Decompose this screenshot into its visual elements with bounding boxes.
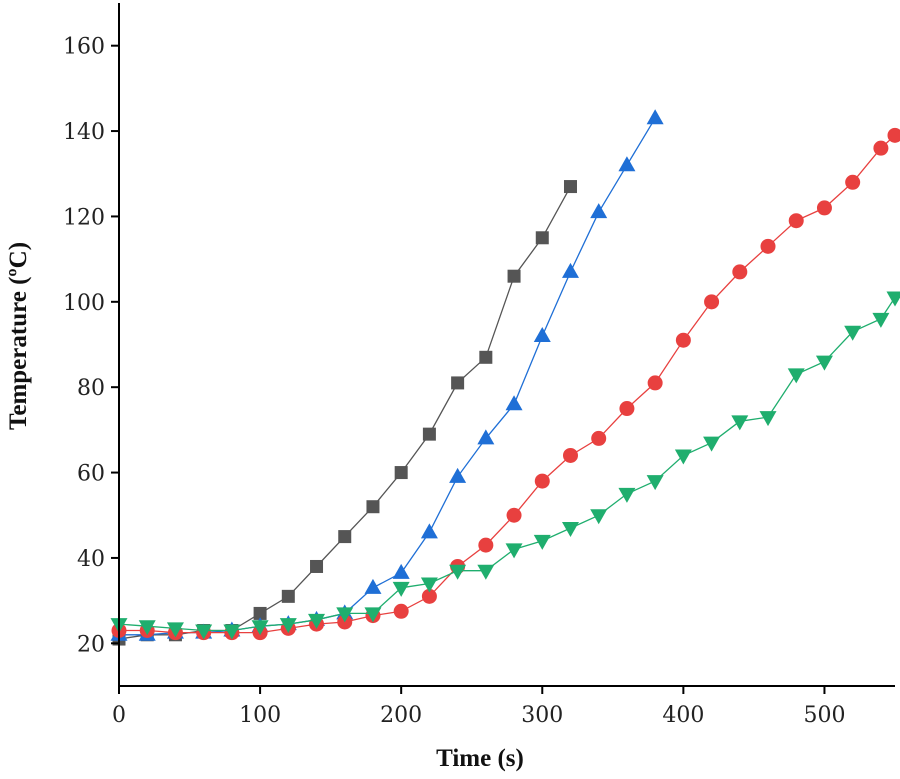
y-tick-label: 140 — [63, 120, 105, 145]
data-point — [561, 262, 579, 278]
data-point — [506, 507, 522, 523]
series-red-circles — [111, 127, 900, 641]
data-point — [422, 427, 436, 441]
data-point — [451, 376, 465, 390]
y-tick-label: 20 — [77, 632, 105, 657]
data-point — [279, 618, 297, 634]
x-tick-label: 0 — [112, 703, 126, 728]
data-point — [844, 325, 862, 341]
data-point — [760, 238, 776, 254]
data-point — [731, 415, 749, 431]
ticks: 0 100 200 300 400 500 20 40 60 80 100 120 140 160 — [63, 35, 845, 728]
x-axis-title: Time (s) — [436, 745, 524, 772]
series-line — [119, 117, 656, 636]
y-tick-label: 80 — [77, 376, 105, 401]
data-point — [336, 607, 354, 623]
data-point — [815, 355, 833, 371]
data-point — [477, 429, 495, 445]
data-point — [505, 543, 523, 559]
data-point — [253, 606, 267, 620]
data-point — [704, 294, 720, 310]
data-point — [561, 522, 579, 538]
data-point — [535, 231, 549, 245]
data-point — [732, 264, 748, 280]
data-point — [562, 447, 578, 463]
data-point — [533, 326, 551, 342]
data-point — [392, 581, 410, 597]
data-point — [647, 375, 663, 391]
data-point — [507, 269, 521, 283]
data-point — [675, 332, 691, 348]
data-point — [872, 312, 890, 328]
plot-area — [110, 109, 900, 646]
data-point — [420, 523, 438, 539]
data-point — [619, 401, 635, 417]
data-point — [421, 588, 437, 604]
data-point — [886, 291, 900, 307]
data-point — [394, 466, 408, 480]
series-line — [118, 186, 572, 640]
data-point — [618, 156, 636, 172]
axes — [118, 3, 895, 687]
y-tick-label: 160 — [63, 35, 105, 60]
data-point — [787, 368, 805, 384]
x-tick-label: 300 — [521, 703, 563, 728]
data-point — [703, 436, 721, 452]
data-point — [449, 564, 467, 580]
data-point — [138, 620, 156, 636]
x-tick-label: 200 — [380, 703, 422, 728]
data-point — [591, 430, 607, 446]
y-tick-label: 100 — [63, 291, 105, 316]
data-point — [505, 395, 523, 411]
data-point — [479, 350, 493, 364]
data-point — [393, 603, 409, 619]
data-point — [449, 467, 467, 483]
data-point — [195, 624, 213, 640]
data-point — [392, 563, 410, 579]
series-line — [119, 134, 896, 634]
x-tick-label: 500 — [803, 703, 845, 728]
data-point — [674, 449, 692, 465]
data-point — [788, 213, 804, 229]
data-point — [251, 620, 269, 636]
data-point — [364, 578, 382, 594]
y-axis-title: Temperature (ºC) — [5, 242, 32, 430]
data-point — [223, 624, 241, 640]
data-point — [338, 530, 352, 544]
data-point — [845, 174, 861, 190]
series-green-triangles-down — [110, 291, 900, 640]
series-blue-triangles-up — [110, 109, 664, 641]
series-line — [118, 297, 896, 632]
data-point — [816, 200, 832, 216]
data-point — [281, 589, 295, 603]
x-tick-label: 400 — [662, 703, 704, 728]
y-tick-label: 60 — [77, 462, 105, 487]
data-point — [646, 109, 664, 125]
data-point — [887, 127, 900, 143]
data-point — [308, 613, 326, 629]
data-point — [534, 473, 550, 489]
data-point — [590, 203, 608, 219]
data-point — [563, 180, 577, 194]
data-point — [364, 607, 382, 623]
y-tick-label: 40 — [77, 547, 105, 572]
data-point — [759, 411, 777, 427]
data-point — [310, 559, 324, 573]
x-tick-label: 100 — [239, 703, 281, 728]
data-point — [533, 534, 551, 550]
data-point — [646, 475, 664, 491]
y-tick-label: 120 — [63, 205, 105, 230]
data-point — [366, 500, 380, 514]
data-point — [873, 140, 889, 156]
data-point — [590, 509, 608, 525]
data-point — [478, 537, 494, 553]
data-point — [477, 564, 495, 580]
data-point — [618, 487, 636, 503]
data-point — [420, 577, 438, 593]
data-point — [166, 622, 184, 638]
